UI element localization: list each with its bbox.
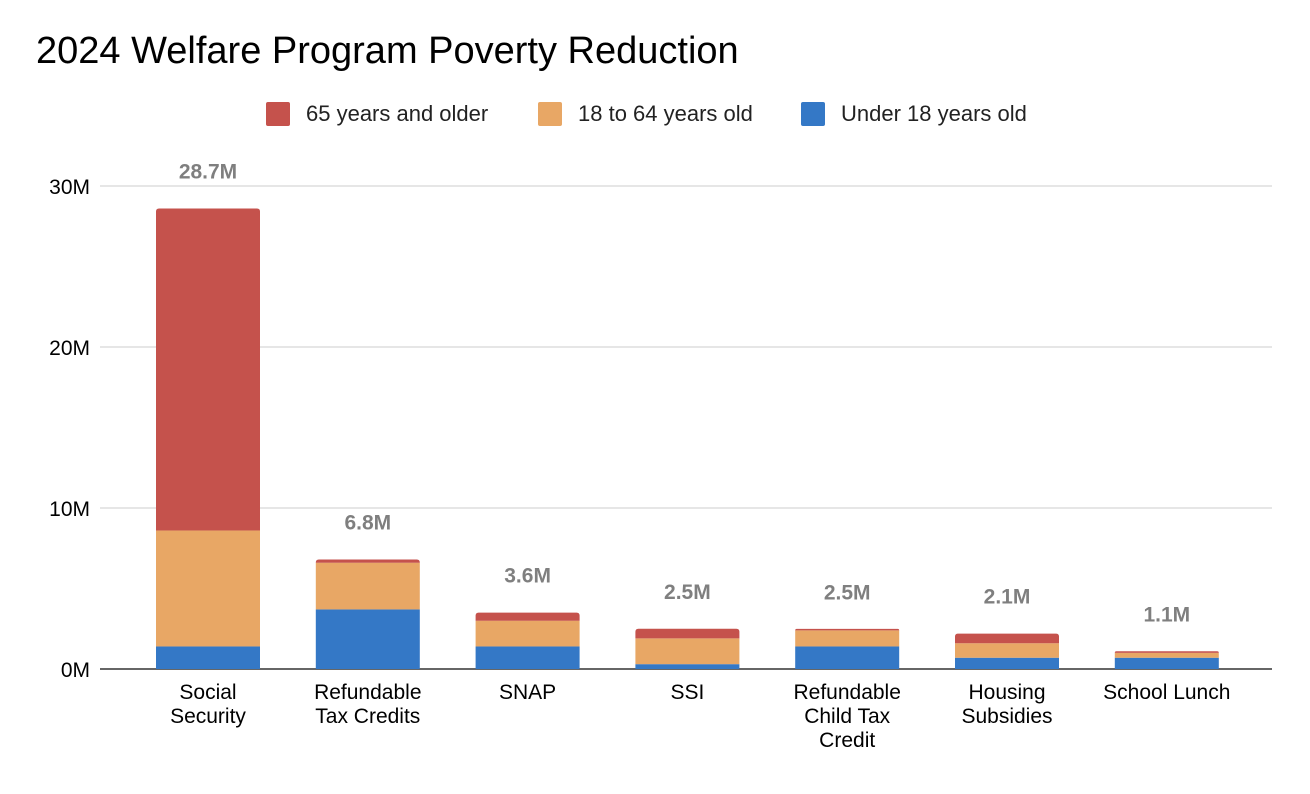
total-label: 2.5M bbox=[664, 581, 711, 604]
bar-stack[interactable] bbox=[315, 559, 420, 669]
y-tick-label: 0M bbox=[61, 659, 90, 682]
bar-segment-18-to-64-years-old[interactable] bbox=[955, 643, 1059, 658]
legend-swatch bbox=[266, 102, 290, 126]
legend-item[interactable]: 65 years and older bbox=[266, 101, 488, 126]
bar-segment-under-18-years-old[interactable] bbox=[315, 609, 420, 669]
bar-stack[interactable] bbox=[475, 612, 580, 669]
total-label: 6.8M bbox=[344, 512, 391, 535]
bar-segment-65-years-and-older[interactable] bbox=[795, 628, 900, 631]
y-tick-label: 30M bbox=[49, 176, 90, 199]
x-category-label: Housing Subsidies bbox=[961, 681, 1052, 728]
bar-stack[interactable] bbox=[795, 628, 900, 669]
y-axis-ticks: 0M 10M 20M 30M bbox=[49, 176, 90, 682]
y-tick-label: 20M bbox=[49, 337, 90, 360]
x-category-label: Refundable Tax Credits bbox=[314, 681, 421, 728]
bar-segment-18-to-64-years-old[interactable] bbox=[156, 530, 260, 647]
bars bbox=[156, 208, 1219, 669]
bar-segment-65-years-and-older[interactable] bbox=[315, 559, 420, 563]
bar-segment-65-years-and-older[interactable] bbox=[955, 633, 1059, 644]
chart-title: 2024 Welfare Program Poverty Reduction bbox=[36, 30, 739, 72]
total-label: 1.1M bbox=[1143, 603, 1190, 626]
bar-segment-under-18-years-old[interactable] bbox=[795, 646, 900, 669]
bar-segment-65-years-and-older[interactable] bbox=[156, 208, 260, 531]
legend-swatch bbox=[538, 102, 562, 126]
legend-swatch bbox=[801, 102, 825, 126]
bar-segment-65-years-and-older[interactable] bbox=[1114, 651, 1219, 653]
total-label: 2.1M bbox=[984, 586, 1031, 609]
bar-segment-18-to-64-years-old[interactable] bbox=[475, 620, 580, 647]
y-tick-label: 10M bbox=[49, 498, 90, 521]
total-labels: 28.7M 6.8M 3.6M 2.5M 2.5M 2.1M 1.1M bbox=[179, 161, 1190, 627]
bar-segment-18-to-64-years-old[interactable] bbox=[635, 638, 740, 665]
legend-label: Under 18 years old bbox=[841, 101, 1027, 126]
bar-stack[interactable] bbox=[1114, 651, 1219, 669]
bar-segment-18-to-64-years-old[interactable] bbox=[795, 630, 900, 647]
bar-segment-under-18-years-old[interactable] bbox=[475, 646, 580, 669]
total-label: 2.5M bbox=[824, 582, 871, 605]
legend-label: 65 years and older bbox=[306, 101, 488, 126]
bar-segment-under-18-years-old[interactable] bbox=[955, 657, 1059, 669]
bar-segment-65-years-and-older[interactable] bbox=[475, 612, 580, 621]
total-label: 3.6M bbox=[504, 565, 551, 588]
bar-segment-18-to-64-years-old[interactable] bbox=[1114, 652, 1219, 658]
legend[interactable]: 65 years and older 18 to 64 years old Unde… bbox=[266, 101, 1027, 126]
x-category-label: Social Security bbox=[170, 681, 246, 728]
legend-item[interactable]: Under 18 years old bbox=[801, 101, 1027, 126]
bar-segment-under-18-years-old[interactable] bbox=[156, 646, 260, 669]
bar-stack[interactable] bbox=[635, 628, 740, 669]
bar-segment-under-18-years-old[interactable] bbox=[635, 664, 740, 669]
x-category-label: SNAP bbox=[499, 681, 556, 704]
x-axis-labels: Social Security Refundable Tax Credits SNAP S… bbox=[170, 681, 1230, 752]
bar-stack[interactable] bbox=[156, 208, 260, 669]
legend-item[interactable]: 18 to 64 years old bbox=[538, 101, 753, 126]
total-label: 28.7M bbox=[179, 161, 237, 184]
x-category-label: School Lunch bbox=[1103, 681, 1230, 704]
x-category-label: Refundable Child Tax Credit bbox=[793, 681, 900, 752]
bar-segment-under-18-years-old[interactable] bbox=[1114, 657, 1219, 669]
bar-segment-65-years-and-older[interactable] bbox=[635, 628, 740, 639]
x-category-label: SSI bbox=[670, 681, 704, 704]
bar-stack[interactable] bbox=[955, 633, 1059, 669]
bar-segment-18-to-64-years-old[interactable] bbox=[315, 562, 420, 610]
legend-label: 18 to 64 years old bbox=[578, 101, 753, 126]
